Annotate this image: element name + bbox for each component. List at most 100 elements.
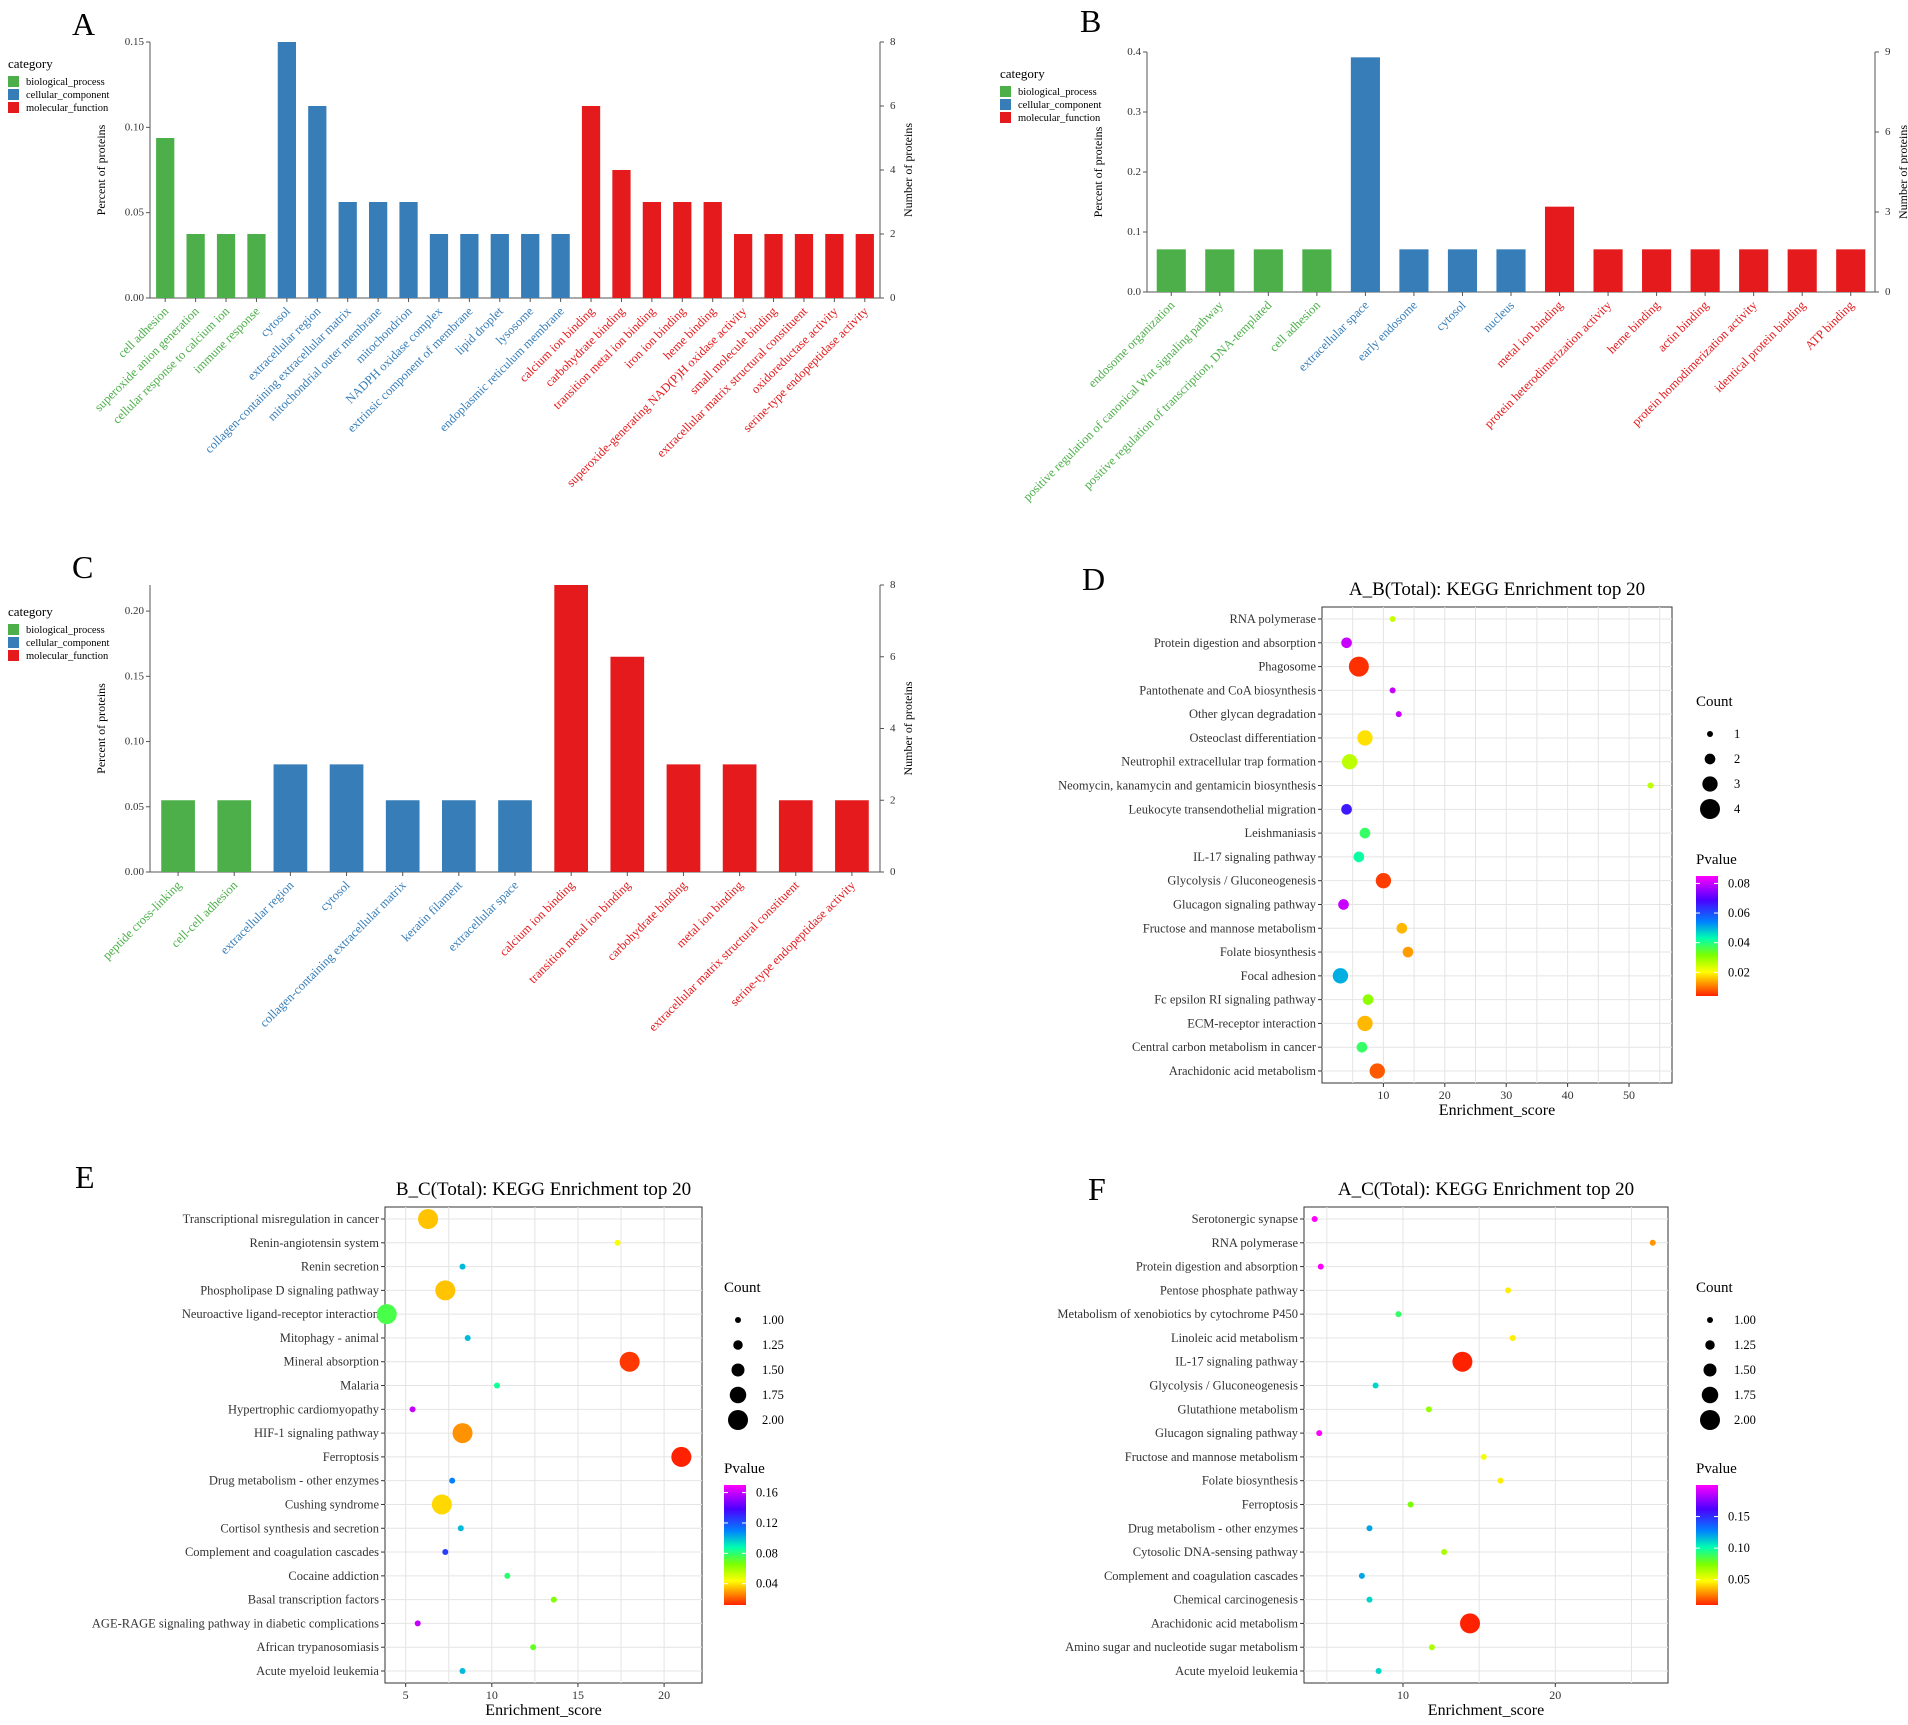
bar bbox=[399, 202, 418, 298]
data-point bbox=[1372, 1382, 1379, 1389]
go-bar-chart-a: 0.00 0.05 0.10 0.15 0 2 4 6 8 Percent of proteins… bbox=[8, 36, 915, 490]
size-legend-dot bbox=[1701, 1386, 1719, 1404]
panel-letter-b: B bbox=[1080, 3, 1101, 39]
size-legend-label: 1.00 bbox=[1734, 1313, 1756, 1327]
pathway-label: Fructose and mannose metabolism bbox=[1125, 1450, 1299, 1464]
y-tick-label: 0.10 bbox=[125, 736, 145, 748]
pathway-label: Acute myeloid leukemia bbox=[256, 1664, 379, 1678]
pathway-label: Amino sugar and nucleotide sugar metabol… bbox=[1065, 1640, 1298, 1654]
data-point bbox=[409, 1406, 416, 1413]
kegg-bubble-chart-e: Transcriptional misregulation in cancer R… bbox=[92, 1179, 784, 1719]
legend-label: biological_process bbox=[1018, 87, 1097, 98]
pathway-label: Ferroptosis bbox=[323, 1450, 379, 1464]
y2-tick-label: 0 bbox=[890, 292, 896, 304]
size-legend-dot bbox=[1705, 1340, 1715, 1350]
pathway-label: Cocaine addiction bbox=[288, 1569, 379, 1583]
y2-axis-title: Number of proteins bbox=[901, 123, 915, 217]
data-point bbox=[493, 1382, 500, 1389]
data-point bbox=[452, 1423, 473, 1444]
x-tick-label: cytosol bbox=[1433, 298, 1469, 334]
data-point bbox=[1389, 687, 1396, 694]
pathway-label: Cytosolic DNA-sensing pathway bbox=[1133, 1545, 1299, 1559]
size-legend-dot bbox=[729, 1386, 747, 1404]
bar bbox=[277, 42, 296, 298]
x-tick-label: serine-type endopeptidase activity bbox=[727, 878, 858, 1009]
y-tick-label: 0.05 bbox=[125, 801, 145, 813]
legend-label: cellular_component bbox=[26, 90, 109, 101]
pathway-label: Osteoclast differentiation bbox=[1190, 731, 1317, 745]
pathway-label: Neomycin, kanamycin and gentamicin biosy… bbox=[1058, 779, 1316, 793]
pathway-label: Mineral absorption bbox=[284, 1355, 380, 1369]
data-point bbox=[1356, 1041, 1368, 1053]
color-legend-label: 0.06 bbox=[1728, 906, 1750, 920]
bar bbox=[460, 234, 479, 298]
y-tick-label: 0.00 bbox=[125, 292, 145, 304]
data-point bbox=[1341, 754, 1358, 770]
size-legend-dot bbox=[731, 1363, 745, 1377]
size-legend-label: 1.50 bbox=[1734, 1363, 1756, 1377]
color-legend-label: 0.10 bbox=[1728, 1541, 1750, 1555]
pathway-label: Malaria bbox=[340, 1379, 379, 1393]
y-axis-title: Percent of proteins bbox=[94, 124, 108, 215]
pathway-label: Mitophagy - animal bbox=[280, 1331, 380, 1345]
y2-tick-label: 0 bbox=[1885, 286, 1891, 298]
data-point bbox=[1362, 994, 1374, 1005]
x-tick-label: endosome organization bbox=[1085, 298, 1177, 390]
bar bbox=[1350, 57, 1380, 293]
data-point bbox=[1311, 1216, 1318, 1222]
data-point bbox=[1357, 730, 1373, 746]
color-legend-label: 0.12 bbox=[756, 1516, 778, 1530]
color-legend-label: 0.04 bbox=[1728, 936, 1751, 950]
pathway-label: IL-17 signaling pathway bbox=[1175, 1355, 1299, 1369]
pathway-label: Glycolysis / Gluconeogenesis bbox=[1149, 1379, 1298, 1393]
bar bbox=[247, 234, 266, 298]
pathway-label: Basal transcription factors bbox=[248, 1593, 379, 1607]
bar bbox=[1496, 249, 1526, 292]
data-point bbox=[1358, 1572, 1365, 1579]
y-tick-label: 0.10 bbox=[125, 121, 145, 133]
pathway-label: Glutathione metabolism bbox=[1178, 1402, 1299, 1416]
pathway-label: Other glycan degradation bbox=[1189, 707, 1317, 721]
color-legend-label: 0.08 bbox=[1728, 876, 1750, 890]
pathway-label: IL-17 signaling pathway bbox=[1193, 850, 1317, 864]
bar bbox=[329, 764, 364, 872]
data-point bbox=[1357, 1015, 1373, 1032]
x-tick-label: 30 bbox=[1500, 1088, 1512, 1102]
color-legend-title: Pvalue bbox=[1696, 852, 1737, 868]
kegg-bubble-chart-f: Serotonergic synapse RNA polymerase Protei… bbox=[1057, 1179, 1755, 1719]
bar bbox=[1302, 249, 1332, 292]
bar bbox=[217, 800, 252, 872]
legend-swatch bbox=[8, 102, 19, 113]
size-legend-dot bbox=[1700, 799, 1720, 819]
pathway-label: Leukocyte transendothelial migration bbox=[1129, 802, 1317, 816]
y2-tick-label: 6 bbox=[890, 651, 896, 663]
y2-axis-title: Number of proteins bbox=[901, 681, 915, 775]
color-legend-label: 0.08 bbox=[756, 1546, 778, 1560]
x-tick-label: 10 bbox=[486, 1688, 498, 1702]
data-point bbox=[1425, 1406, 1432, 1413]
size-legend-label: 1.00 bbox=[762, 1313, 784, 1327]
plot-frame bbox=[1321, 606, 1673, 1084]
bar bbox=[308, 106, 327, 298]
x-tick-label: positive regulation of transcription, DN… bbox=[1081, 298, 1275, 492]
x-tick-label: heme binding bbox=[1604, 298, 1663, 357]
x-axis-title: Enrichment_score bbox=[1439, 1102, 1555, 1119]
pathway-label: Protein digestion and absorption bbox=[1136, 1260, 1299, 1274]
y2-tick-label: 0 bbox=[890, 866, 896, 878]
bar bbox=[1642, 249, 1672, 292]
legend-swatch bbox=[1000, 86, 1011, 97]
bar bbox=[825, 234, 844, 298]
panel-letter-c: C bbox=[72, 549, 93, 585]
color-bar bbox=[1696, 876, 1718, 996]
x-tick-label: 15 bbox=[572, 1688, 584, 1702]
bar bbox=[778, 800, 813, 872]
pathway-label: Pentose phosphate pathway bbox=[1160, 1283, 1299, 1297]
data-point bbox=[1402, 946, 1414, 958]
pathway-label: Folate biosynthesis bbox=[1220, 945, 1316, 959]
pathway-label: Chemical carcinogenesis bbox=[1173, 1593, 1298, 1607]
data-point bbox=[1375, 873, 1392, 889]
bar bbox=[581, 106, 601, 298]
bar bbox=[273, 764, 308, 872]
data-point bbox=[1389, 616, 1396, 622]
data-point bbox=[459, 1263, 466, 1270]
